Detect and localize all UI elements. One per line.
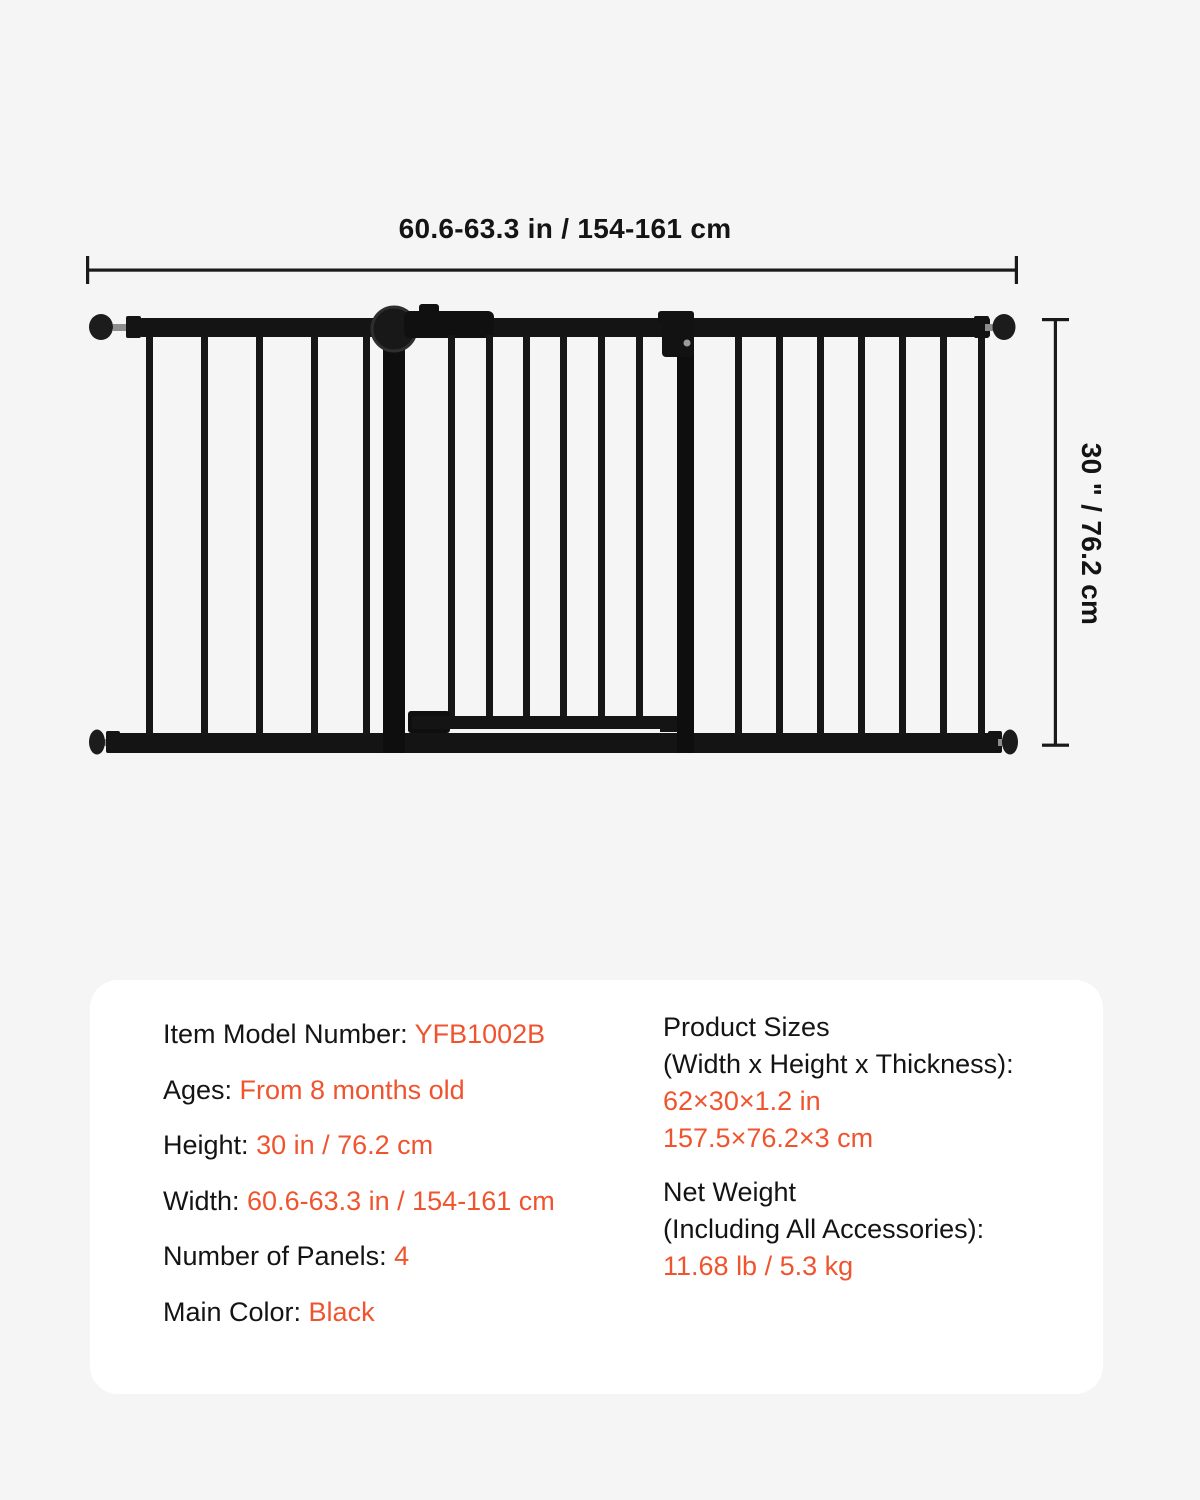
spec-label: Main Color: (163, 1296, 309, 1327)
spec-value: 4 (394, 1241, 410, 1271)
gate-bar (636, 335, 643, 720)
height-dimension-label: 30 " / 76.2 cm (1076, 442, 1107, 626)
spec-title: (Width x Height x Thickness): (663, 1049, 1014, 1079)
spec-value: From 8 months old (239, 1074, 465, 1105)
spec-block-product-sizes: Product Sizes (Width x Height x Thicknes… (663, 1009, 1083, 1157)
gate-bar (899, 335, 906, 735)
latch-bracket (662, 316, 694, 357)
gate-bar (201, 335, 208, 735)
gate-bar (776, 335, 783, 735)
spec-row-width: Width: 60.6-63.3 in / 154-161 cm (163, 1187, 633, 1215)
door-bars (448, 335, 643, 720)
baby-gate-diagram (86, 256, 1069, 755)
spec-value: 60.6-63.3 in / 154-161 cm (247, 1185, 555, 1216)
pressure-knob-top-right (974, 314, 1016, 340)
gate-top-rail (140, 318, 990, 337)
spec-value: 62×30×1.2 in (663, 1086, 821, 1116)
gate-bar (560, 335, 567, 720)
gate-bar (363, 335, 370, 735)
hinge-post (383, 316, 405, 753)
spec-row-panels: Number of Panels: 4 (163, 1242, 633, 1270)
width-dimension-line (86, 256, 1018, 284)
gate-bar (311, 335, 318, 735)
gate-bar (858, 335, 865, 735)
spec-value: Black (308, 1296, 375, 1327)
spec-value: YFB1002B (414, 1019, 546, 1049)
pressure-knob-bottom-left (89, 729, 120, 755)
spec-title: Product Sizes (663, 1012, 830, 1042)
gate-bar (486, 335, 493, 720)
left-extension-bars (146, 335, 370, 735)
spec-title: Net Weight (663, 1177, 797, 1207)
spec-panel: Item Model Number: YFB1002B Ages: From 8… (90, 980, 1103, 1394)
spec-block-net-weight: Net Weight (Including All Accessories): … (663, 1174, 1083, 1285)
spec-value: 157.5×76.2×3 cm (663, 1123, 874, 1153)
width-dimension-label: 60.6-63.3 in / 154-161 cm (398, 213, 732, 244)
door-bottom-rail-step (660, 722, 686, 732)
gate-bar (940, 335, 947, 735)
gate-bar (735, 335, 742, 735)
latch-handle (404, 311, 494, 338)
pressure-knob-bottom-right (988, 729, 1018, 755)
spec-row-ages: Ages: From 8 months old (163, 1076, 633, 1104)
height-dimension-line (1042, 318, 1069, 747)
spec-row-height: Height: 30 in / 76.2 cm (163, 1131, 633, 1159)
spec-label: Height: (163, 1130, 257, 1160)
gate-bar (523, 335, 530, 720)
gate-bar (598, 335, 605, 720)
gate-bar (448, 335, 455, 720)
right-extension-bars (735, 335, 985, 735)
spec-title: (Including All Accessories): (663, 1214, 985, 1244)
spec-label: Width: (163, 1185, 248, 1216)
spec-value: 30 in / 76.2 cm (256, 1130, 434, 1160)
spec-row-model: Item Model Number: YFB1002B (163, 1020, 633, 1048)
door-panel (370, 304, 694, 753)
latch-bracket-screw (683, 339, 691, 347)
gate-bottom-rail (114, 733, 992, 753)
gate-bar (817, 335, 824, 735)
latch-post (677, 316, 694, 753)
spec-column-left: Item Model Number: YFB1002B Ages: From 8… (163, 1020, 633, 1353)
spec-label: Ages: (163, 1074, 240, 1105)
spec-value: 11.68 lb / 5.3 kg (663, 1251, 854, 1281)
spec-label: Number of Panels: (163, 1241, 395, 1271)
spec-row-color: Main Color: Black (163, 1298, 633, 1326)
spec-column-right: Product Sizes (Width x Height x Thicknes… (663, 1009, 1083, 1285)
gate-bar (146, 335, 153, 735)
pressure-knob-top-left (89, 314, 141, 340)
gate-bar (978, 335, 985, 735)
spec-label: Item Model Number: (163, 1019, 415, 1049)
door-bottom-rail (412, 716, 678, 729)
gate-bar (256, 335, 263, 735)
